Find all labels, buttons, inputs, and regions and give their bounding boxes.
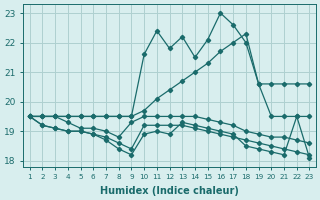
X-axis label: Humidex (Indice chaleur): Humidex (Indice chaleur)	[100, 186, 239, 196]
